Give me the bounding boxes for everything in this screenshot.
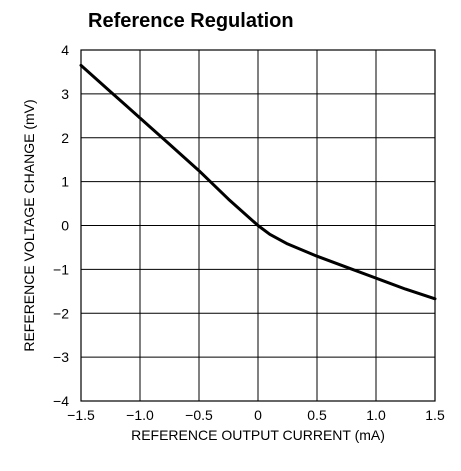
x-tick-label: 1.0 bbox=[366, 407, 386, 423]
y-tick-label: 4 bbox=[61, 42, 69, 58]
y-tick-labels: 4 3 2 1 0 −1 −2 −3 −4 bbox=[53, 42, 69, 409]
y-tick-label: −3 bbox=[53, 349, 69, 365]
x-tick-label: 0 bbox=[254, 407, 262, 423]
x-tick-label: 1.5 bbox=[425, 407, 445, 423]
y-tick-label: 2 bbox=[61, 130, 69, 146]
x-axis-label: REFERENCE OUTPUT CURRENT (mA) bbox=[131, 427, 385, 443]
plot-frame bbox=[80, 49, 436, 402]
x-tick-label: −0.5 bbox=[185, 407, 213, 423]
y-tick-label: 1 bbox=[61, 174, 69, 190]
x-tick-label: −1.5 bbox=[67, 407, 95, 423]
y-tick-label: −1 bbox=[53, 261, 69, 277]
y-axis-label: REFERENCE VOLTAGE CHANGE (mV) bbox=[21, 99, 37, 351]
x-tick-label: −1.0 bbox=[126, 407, 154, 423]
x-tick-label: 0.5 bbox=[307, 407, 327, 423]
x-tick-labels: −1.5 −1.0 −0.5 0 0.5 1.0 1.5 bbox=[67, 407, 445, 423]
y-tick-label: −2 bbox=[53, 305, 69, 321]
y-tick-label: −4 bbox=[53, 393, 69, 409]
series-line bbox=[79, 63, 437, 301]
y-tick-label: 0 bbox=[61, 218, 69, 234]
chart-title: Reference Regulation bbox=[88, 10, 294, 32]
y-tick-label: 3 bbox=[61, 86, 69, 102]
grid bbox=[80, 49, 436, 402]
